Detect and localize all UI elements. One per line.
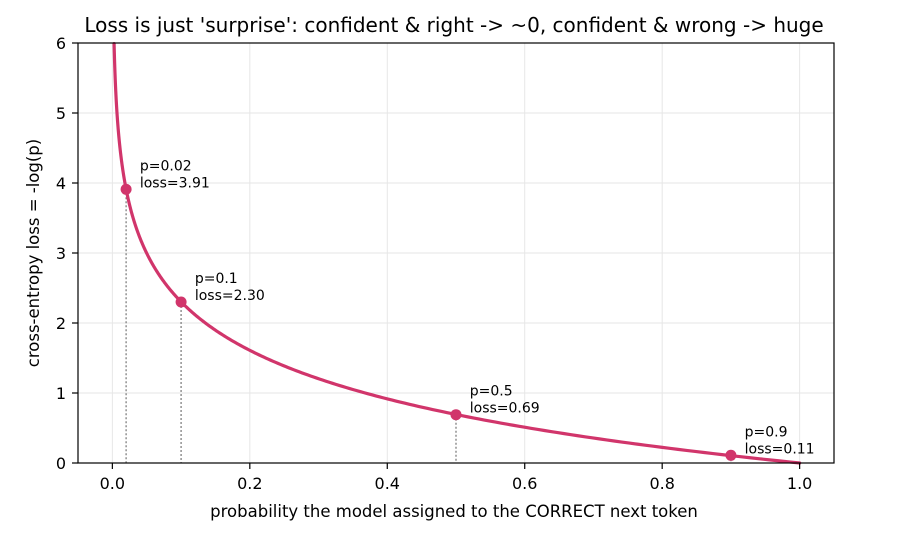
y-tick-label: 0 <box>56 454 66 473</box>
annotation-loss: loss=0.69 <box>470 401 540 417</box>
y-axis-ticks: 0 1 2 3 4 5 6 <box>56 34 78 473</box>
annotation-p: p=0.5 <box>470 384 513 400</box>
x-axis-label: probability the model assigned to the CO… <box>210 502 698 521</box>
data-point <box>725 449 737 461</box>
y-tick-label: 2 <box>56 314 66 333</box>
annotation-loss: loss=3.91 <box>140 175 210 191</box>
x-tick-label: 0.2 <box>237 474 262 493</box>
annotation-p: p=0.9 <box>745 424 788 440</box>
annotation-p: p=0.02 <box>140 158 192 174</box>
loss-curve <box>112 42 802 465</box>
data-points <box>120 183 737 461</box>
x-tick-label: 0.4 <box>375 474 400 493</box>
data-point <box>175 296 187 308</box>
y-tick-label: 4 <box>56 174 66 193</box>
x-tick-label: 0.0 <box>100 474 125 493</box>
y-tick-label: 1 <box>56 384 66 403</box>
point-annotations: p=0.02loss=3.91p=0.1loss=2.30p=0.5loss=0… <box>140 158 815 457</box>
x-axis-ticks: 0.0 0.2 0.4 0.6 0.8 1.0 <box>100 463 812 493</box>
grid-lines <box>78 42 834 464</box>
data-point <box>450 409 462 421</box>
y-axis-label: cross-entropy loss = -log(p) <box>24 139 43 367</box>
annotation-p: p=0.1 <box>195 271 238 287</box>
x-tick-label: 0.8 <box>649 474 674 493</box>
droplines <box>125 189 732 463</box>
y-tick-label: 3 <box>56 244 66 263</box>
data-point <box>120 183 132 195</box>
chart-title: Loss is just 'surprise': confident & rig… <box>84 13 823 37</box>
y-tick-label: 6 <box>56 34 66 53</box>
x-tick-label: 0.6 <box>512 474 537 493</box>
x-tick-label: 1.0 <box>787 474 812 493</box>
annotation-loss: loss=0.11 <box>745 441 815 457</box>
y-tick-label: 5 <box>56 104 66 123</box>
annotation-loss: loss=2.30 <box>195 288 265 304</box>
